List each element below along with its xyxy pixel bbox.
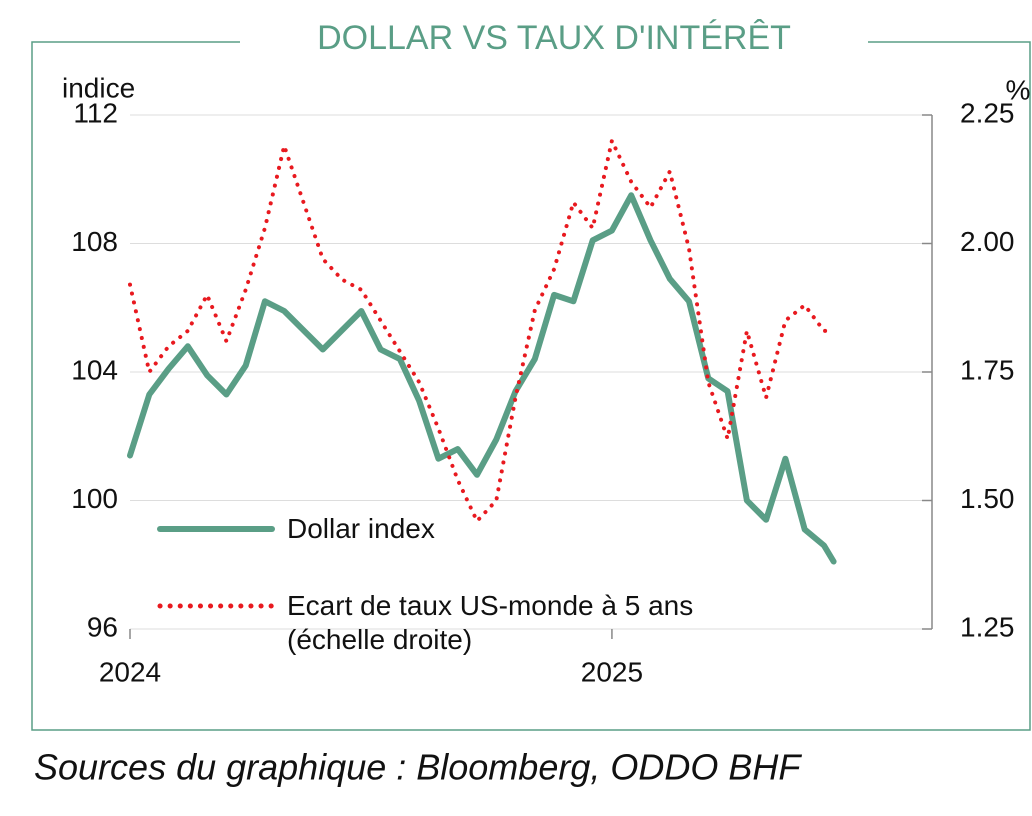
- y2-tick-label: 1.50: [960, 483, 1015, 514]
- y2-tick-label: 1.75: [960, 354, 1015, 385]
- frame: [31, 41, 1031, 731]
- y-tick-label: 96: [87, 611, 118, 642]
- x-tick-label: 2024: [99, 656, 161, 687]
- legend-label: Ecart de taux US-monde à 5 ans (échelle …: [287, 590, 694, 655]
- y-tick-label: 112: [73, 97, 118, 128]
- y2-axis-label: %: [1006, 74, 1031, 105]
- y-axis-label: indice: [62, 72, 135, 103]
- y-tick-label: 104: [71, 354, 118, 385]
- y2-tick-label: 2.00: [960, 226, 1015, 257]
- y2-tick-label: 2.25: [960, 97, 1015, 128]
- series-line: [128, 138, 836, 524]
- y-tick-label: 108: [71, 226, 118, 257]
- y2-tick-label: 1.25: [960, 611, 1015, 642]
- chart-title: DOLLAR VS TAUX D'INTÉRÊT: [317, 19, 791, 57]
- series-line: [127, 192, 837, 565]
- source: Sources du graphique : Bloomberg, ODDO B…: [34, 747, 802, 788]
- y-tick-label: 100: [71, 483, 118, 514]
- legend-label: Dollar index: [287, 513, 435, 544]
- x-tick-label: 2025: [581, 656, 643, 687]
